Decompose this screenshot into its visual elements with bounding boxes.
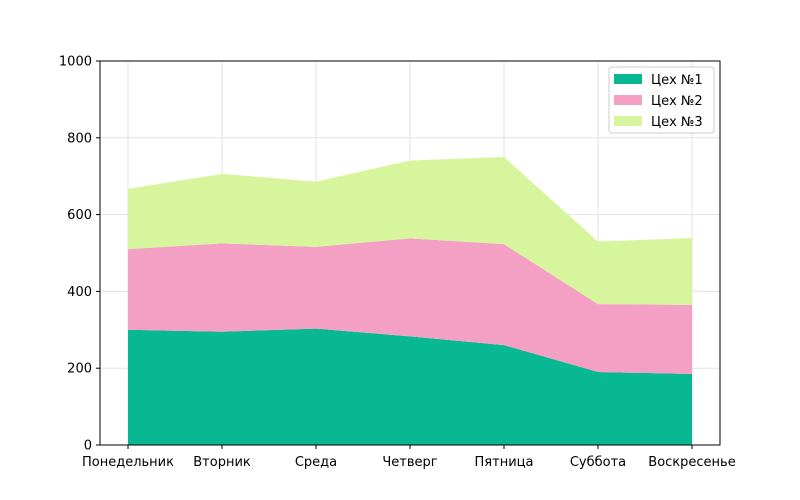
legend-label: Цех №3	[651, 115, 703, 130]
x-tick-label: Пятница	[475, 455, 534, 470]
area-series-1	[128, 328, 692, 445]
y-axis: 0 200 400 600 800 1000	[59, 55, 100, 454]
x-tick-label: Воскресенье	[648, 455, 735, 470]
y-tick-label: 0	[84, 439, 92, 454]
y-tick-label: 800	[67, 131, 92, 146]
x-axis: Понедельник Вторник Среда Четверг Пятница Суб…	[82, 445, 736, 470]
x-tick-label: Вторник	[193, 455, 251, 470]
x-tick-label: Четверг	[382, 455, 437, 470]
area-series-2	[128, 238, 692, 374]
legend-label: Цех №2	[651, 94, 703, 109]
area-series-3	[128, 157, 692, 305]
x-tick-label: Среда	[295, 455, 337, 470]
x-tick-label: Суббота	[570, 455, 626, 470]
y-tick-label: 400	[67, 285, 92, 300]
legend: Цех №1 Цех №2 Цех №3	[608, 66, 715, 134]
y-tick-label: 600	[67, 208, 92, 223]
legend-swatch	[614, 116, 642, 126]
y-tick-label: 200	[67, 362, 92, 377]
x-tick-label: Понедельник	[82, 455, 174, 470]
legend-swatch	[614, 95, 642, 105]
y-tick-label: 1000	[59, 55, 92, 70]
legend-swatch	[614, 74, 642, 84]
area-layers	[128, 157, 692, 445]
legend-label: Цех №1	[651, 73, 703, 88]
